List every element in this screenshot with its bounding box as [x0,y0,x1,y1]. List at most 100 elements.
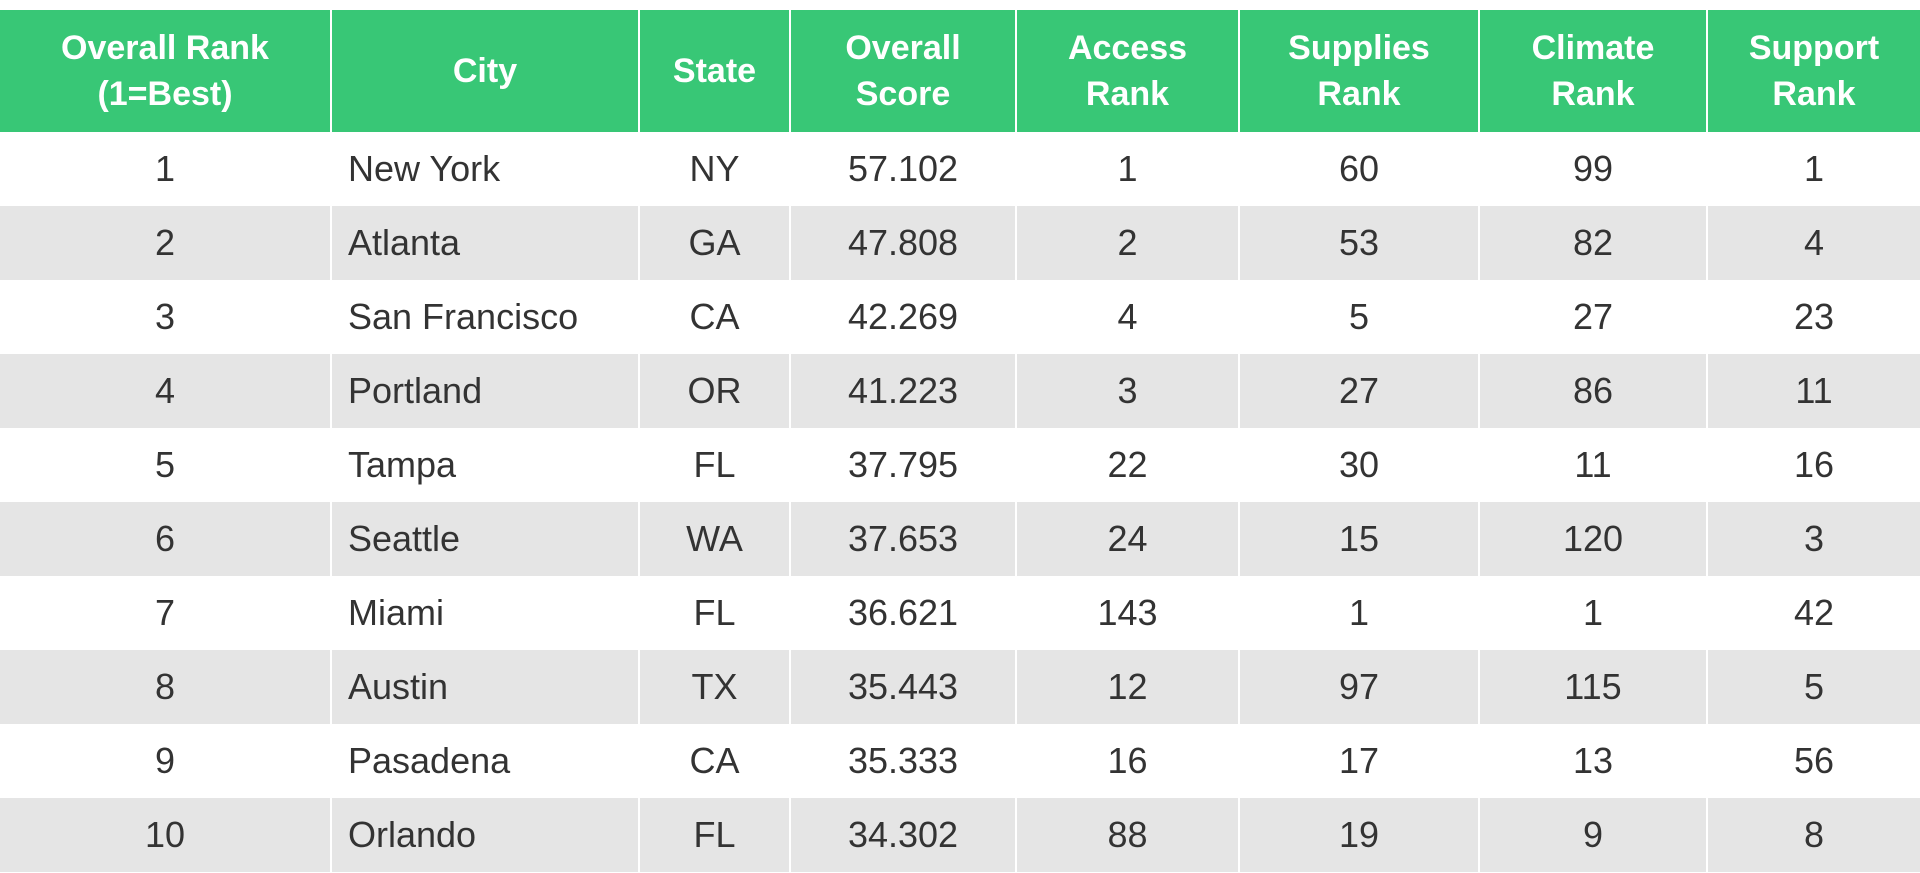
table-cell: OR [638,354,790,428]
table-cell: 5 [1238,280,1479,354]
table-cell: 30 [1238,428,1479,502]
table-cell: 13 [1478,724,1707,798]
header-cell: Overall Rank (1=Best) [0,10,331,132]
table-cell: 3 [154,296,176,337]
table-cell: 88 [1015,798,1239,872]
table-cell: 97 [1238,650,1479,724]
header-cell: Overall Score [789,10,1016,132]
table-row: 3 San Francisco CA 42.269 4 5 27 23 [0,280,1920,354]
table-cell: 143 [1015,576,1239,650]
table-body: 1 New York NY 57.102 1 60 99 1 2 Atlanta GA 47.808 2… [0,132,1920,872]
table-cell: 5 [1706,650,1920,724]
table-cell: 2 [0,206,331,280]
header-cell: Support Rank [1706,10,1920,132]
table-cell: 10 [0,798,331,872]
table-cell: 11 [1478,428,1707,502]
table-cell: CA [638,724,790,798]
header-cell: Supplies Rank [1238,10,1479,132]
table-cell: 2 [1015,206,1239,280]
table-cell: 60 [1238,132,1479,206]
table-cell: 47.808 [789,206,1016,280]
table-cell: 56 [1706,724,1920,798]
table-row: 9 Pasadena CA 35.333 16 17 13 56 [0,724,1920,798]
city-cell: New York [330,132,639,206]
city-cell: Tampa [330,428,639,502]
header-row: Overall Rank (1=Best) City State Overall Sc… [0,10,1920,132]
table-cell: 1 [1015,132,1239,206]
table-cell: 4 [0,354,331,428]
table-cell: 115 [1478,650,1707,724]
table-cell: FL [638,576,790,650]
table-row: 8 Austin TX 35.443 12 97 115 5 [0,650,1920,724]
table-cell: 6 [0,502,331,576]
table-row: 5 Tampa FL 37.795 22 30 11 16 [0,428,1920,502]
table-cell: 8 [1706,798,1920,872]
table-cell: 82 [1478,206,1707,280]
table-cell: 37.795 [789,428,1016,502]
table-cell: 5 [154,444,176,485]
header-cell: Climate Rank [1478,10,1707,132]
city-cell: San Francisco [330,280,639,354]
city-cell: Seattle [330,502,639,576]
table-cell: FL [638,798,790,872]
table-cell: 3 [1015,354,1239,428]
table-cell: 35.443 [789,650,1016,724]
table-cell: NY [638,132,790,206]
table-cell: 16 [1706,428,1920,502]
table-cell: 17 [1238,724,1479,798]
table-cell: TX [638,650,790,724]
table-cell: 57.102 [789,132,1016,206]
table-cell: 12 [1015,650,1239,724]
table-cell: 99 [1478,132,1707,206]
table-cell: 1 [154,148,176,189]
table-cell: 9 [1478,798,1707,872]
city-cell: Miami [330,576,639,650]
table-cell: 22 [1015,428,1239,502]
table-cell: CA [638,280,790,354]
table-cell: 4 [1706,206,1920,280]
table-cell: GA [638,206,790,280]
city-cell: Pasadena [330,724,639,798]
table-cell: 1 [1706,132,1920,206]
table-cell: 16 [1015,724,1239,798]
table-cell: 27 [1478,280,1707,354]
table-cell: 27 [1238,354,1479,428]
table-cell: 120 [1478,502,1707,576]
table-cell: 15 [1238,502,1479,576]
table-cell: 35.333 [789,724,1016,798]
table-cell: 42.269 [789,280,1016,354]
table-cell: FL [638,428,790,502]
table-row: 2 Atlanta GA 47.808 2 53 82 4 [0,206,1920,280]
city-cell: Orlando [330,798,639,872]
table-cell: 42 [1706,576,1920,650]
table-cell: 24 [1015,502,1239,576]
table-cell: 53 [1238,206,1479,280]
table-cell: 1 [1478,576,1707,650]
ranking-table: Overall Rank (1=Best) City State Overall Sc… [0,10,1920,872]
header-cell: City [330,10,639,132]
table-cell: 7 [154,592,176,633]
city-cell: Atlanta [330,206,639,280]
table-row: 1 New York NY 57.102 1 60 99 1 [0,132,1920,206]
table-cell: 8 [0,650,331,724]
table-row: 6 Seattle WA 37.653 24 15 120 3 [0,502,1920,576]
table-cell: 19 [1238,798,1479,872]
table-cell: 9 [154,740,176,781]
city-cell: Austin [330,650,639,724]
table-row: 4 Portland OR 41.223 3 27 86 11 [0,354,1920,428]
table-row: 7 Miami FL 36.621 143 1 1 42 [0,576,1920,650]
table-cell: 37.653 [789,502,1016,576]
table-cell: 36.621 [789,576,1016,650]
table-cell: 86 [1478,354,1707,428]
header-cell: State [638,10,790,132]
header-cell: Access Rank [1015,10,1239,132]
table-cell: 11 [1706,354,1920,428]
table-cell: 1 [1238,576,1479,650]
table-cell: 3 [1706,502,1920,576]
table-cell: 41.223 [789,354,1016,428]
table-cell: 23 [1706,280,1920,354]
table-cell: WA [638,502,790,576]
table-row: 10 Orlando FL 34.302 88 19 9 8 [0,798,1920,872]
city-cell: Portland [330,354,639,428]
